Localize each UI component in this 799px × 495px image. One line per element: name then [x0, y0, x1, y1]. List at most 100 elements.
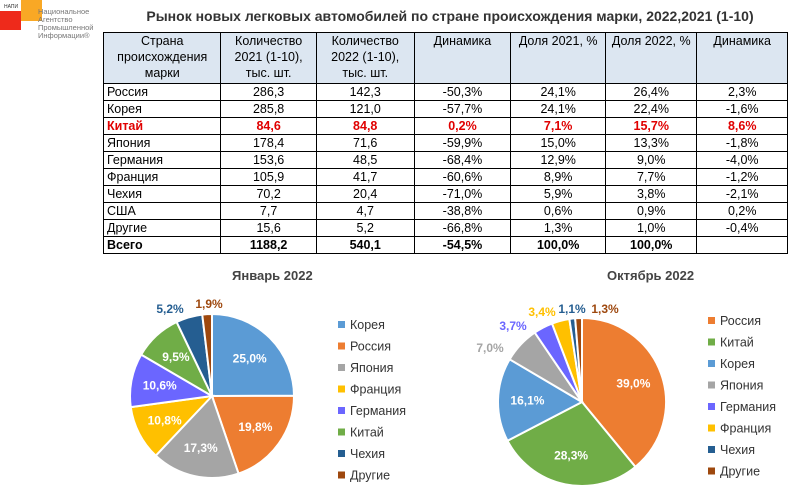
table-cell: 5,9% [510, 185, 607, 203]
table-cell: -60,6% [413, 168, 512, 186]
data-label: 1,1% [558, 302, 586, 316]
data-label: 7,0% [476, 341, 504, 355]
column-header: Доля 2021, % [510, 32, 607, 84]
pie-slice [581, 316, 667, 469]
legend-swatch [338, 321, 345, 328]
legend-label: Чехия [350, 447, 385, 461]
column-header: Динамика [413, 32, 512, 84]
data-label: 3,7% [499, 319, 527, 333]
legend-swatch [338, 385, 345, 393]
legend-swatch [708, 381, 715, 389]
data-label: 3,4% [528, 305, 556, 319]
table-row: Всего 1188,2 540,1 -54,5% 100,0% 100,0% [102, 236, 788, 254]
legend-swatch [338, 428, 345, 436]
table-cell: -38,8% [413, 202, 512, 220]
legend-label: Корея [350, 318, 385, 332]
table-cell: 71,6 [315, 134, 415, 152]
legend-swatch [338, 342, 345, 350]
pie-slice [497, 357, 585, 443]
legend-label: Япония [720, 379, 763, 393]
pie-slice [154, 394, 240, 479]
table-cell: 540,1 [315, 236, 415, 254]
table-cell: -57,7% [413, 100, 512, 118]
legend-label: Германия [350, 404, 406, 418]
legend-label: Россия [720, 314, 761, 328]
table-cell: 105,9 [220, 168, 317, 186]
legend-label: Франция [350, 383, 401, 397]
table-cell: -54,5% [413, 236, 512, 254]
table-cell: 100,0% [605, 236, 698, 254]
legend-swatch [338, 364, 345, 371]
column-header: Доля 2022, % [605, 32, 698, 84]
table-row: США 7,7 4,7 -38,8% 0,6% 0,9% 0,2% [102, 202, 788, 220]
table-cell: 1188,2 [220, 236, 317, 254]
table-cell: Чехия [102, 185, 222, 203]
pie-title-jan: Январь 2022 [232, 268, 313, 283]
legend-swatch [708, 446, 715, 453]
legend-swatch [338, 407, 345, 414]
table-cell: 20,4 [315, 185, 415, 203]
legend-label: Другие [350, 469, 390, 483]
pie-title-oct: Октябрь 2022 [607, 268, 695, 283]
market-table: Страна происхождения марки Количество 202… [102, 32, 788, 254]
pie-slice [574, 316, 583, 403]
table-cell: Россия [102, 83, 222, 101]
table-cell: -1,2% [696, 168, 788, 186]
legend-swatch [338, 450, 345, 457]
data-label: 10,6% [143, 379, 177, 393]
legend-label: Корея [720, 357, 755, 371]
legend-label: Китай [720, 336, 754, 350]
legend-swatch [708, 317, 715, 324]
table-cell: Франция [102, 168, 222, 186]
data-label: 1,3% [591, 302, 619, 316]
logo-text: Национальное Агентство Промышленной Инфо… [38, 7, 94, 40]
data-label: 17,3% [184, 441, 218, 455]
table-cell: 0,6% [510, 202, 607, 220]
legend-swatch [708, 424, 715, 432]
column-header: Страна происхождения марки [102, 32, 222, 84]
legend-swatch [708, 403, 715, 410]
legend-label: Россия [350, 340, 391, 354]
table-cell: 13,3% [605, 134, 698, 152]
data-label: 10,8% [148, 413, 182, 427]
table-row: Китай 84,6 84,8 0,2% 7,1% 15,7% 8,6% [102, 117, 788, 135]
table-row: Другие 15,6 5,2 -66,8% 1,3% 1,0% -0,4% [102, 219, 788, 237]
data-label: 28,3% [554, 448, 588, 462]
legend-swatch [338, 471, 345, 479]
pie-slice [211, 312, 296, 398]
table-cell: 285,8 [220, 100, 317, 118]
table-cell: 7,7 [220, 202, 317, 220]
logo-orange-block [21, 0, 42, 21]
table-cell: 26,4% [605, 83, 698, 101]
data-label: 5,2% [156, 302, 184, 316]
table-cell: 4,7 [315, 202, 415, 220]
data-label: 39,0% [616, 377, 650, 391]
legend-label: Франция [720, 422, 771, 436]
logo-abbrev: НАПИ [4, 4, 19, 10]
data-label: 19,8% [238, 420, 272, 434]
table-row: Япония 178,4 71,6 -59,9% 15,0% 13,3% -1,8% [102, 134, 788, 152]
table-cell: 70,2 [220, 185, 317, 203]
data-label: 1,9% [195, 297, 223, 311]
legend-label: Китай [350, 426, 384, 440]
table-cell: Всего [102, 236, 222, 254]
legend-label: Германия [720, 400, 776, 414]
pie-slice [506, 400, 637, 487]
table-cell: 84,8 [315, 117, 415, 135]
table-cell: -50,3% [413, 83, 512, 101]
table-row: Корея 285,8 121,0 -57,7% 24,1% 22,4% -1,6% [102, 100, 788, 118]
column-header: Количество 2022 (1-10), тыс. шт. [315, 32, 415, 84]
table-cell: 12,9% [510, 151, 607, 169]
table-cell [696, 236, 788, 254]
table-cell: Япония [102, 134, 222, 152]
page-title: Рынок новых легковых автомобилей по стра… [146, 8, 754, 24]
legend-label: Япония [350, 361, 393, 375]
data-label: 25,0% [233, 351, 267, 365]
data-label: 9,5% [162, 350, 190, 364]
data-label: 16,1% [510, 394, 544, 408]
pie-slice [201, 312, 213, 397]
legend-swatch [708, 467, 715, 475]
legend-label: Другие [720, 465, 760, 479]
legend-swatch [708, 338, 715, 346]
